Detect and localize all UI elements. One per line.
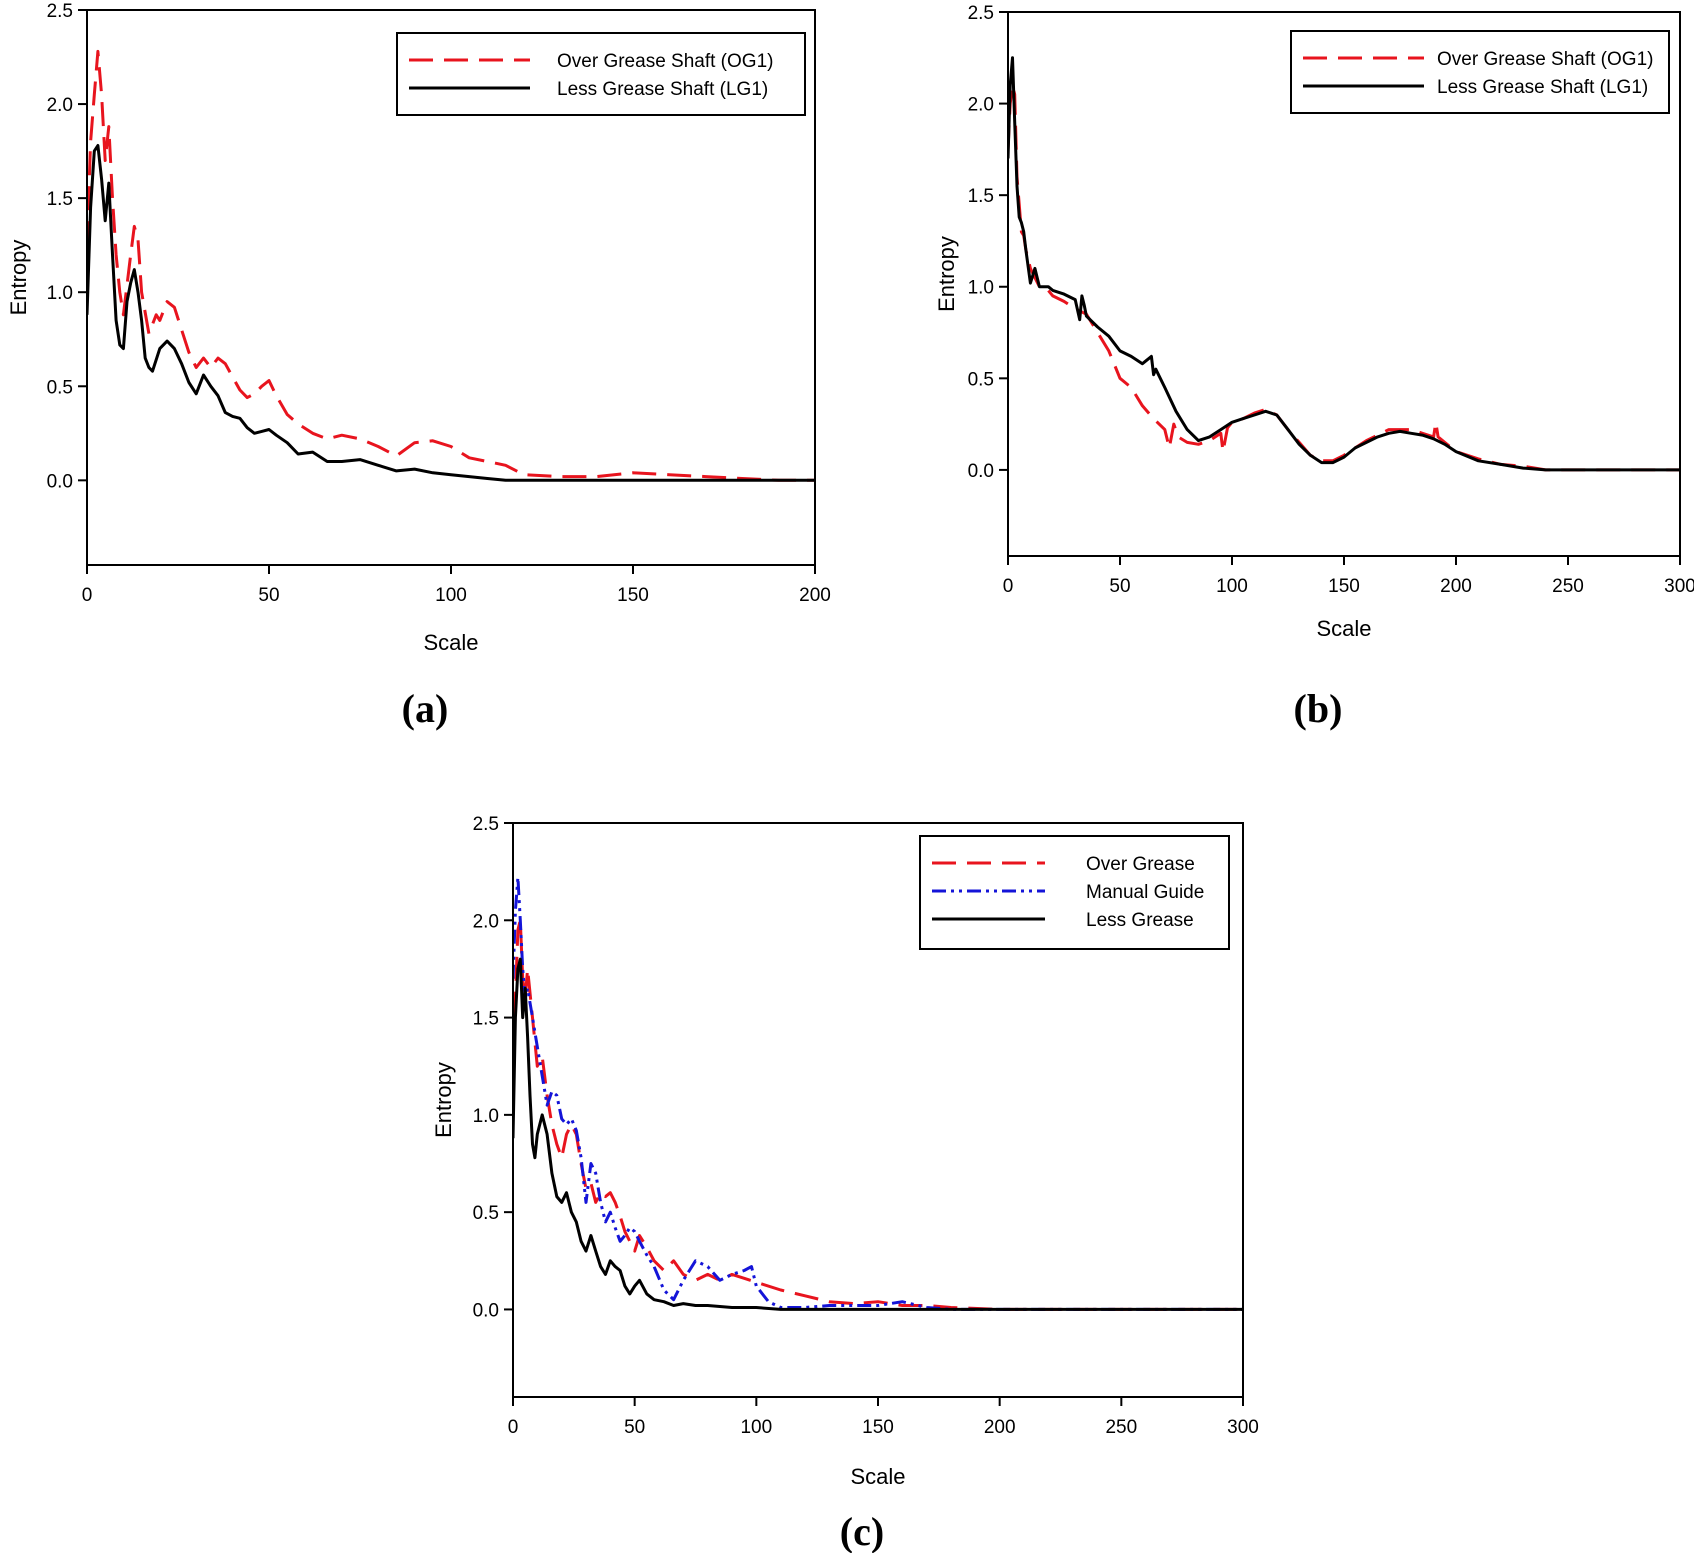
legend-label-b-0: Over Grease Shaft (OG1): [1437, 49, 1653, 70]
x-tick-label-a: 150: [617, 585, 649, 606]
panel-label-b: (b): [1294, 686, 1343, 731]
y-tick-label-a: 2.0: [47, 95, 73, 116]
y-tick-label-a: 0.5: [47, 377, 73, 398]
chart-panel-b: 0 50 100 150 200 250 300 0.0 0.5 1.0 1.5 2.0 2.5 Scal…: [934, 3, 1694, 731]
y-tick-label-c: 1.0: [473, 1106, 499, 1127]
y-tick-label-b: 2.5: [968, 3, 994, 24]
series-line-c-2: [513, 957, 1243, 1311]
x-tick-label-c: 0: [508, 1417, 519, 1438]
series-line-c-1: [513, 876, 1243, 1311]
y-tick-label-b: 0.5: [968, 369, 994, 390]
y-axis-title-a: Entropy: [6, 240, 31, 316]
legend-label-a-1: Less Grease Shaft (LG1): [557, 79, 768, 100]
panel-label-c: (c): [840, 1509, 884, 1553]
legend-label-b-1: Less Grease Shaft (LG1): [1437, 77, 1648, 98]
legend-box-a: [396, 32, 806, 116]
y-tick-label-c: 2.5: [473, 814, 499, 835]
chart-panel-a: 0 50 100 150 200 0.0 0.5 1.0 1.5 2.0 2.5 Scale Entro…: [6, 1, 831, 731]
x-tick-label-b: 50: [1109, 576, 1130, 597]
x-tick-label-a: 0: [82, 585, 93, 606]
x-tick-label-c: 300: [1227, 1417, 1259, 1438]
y-tick-label-a: 1.5: [47, 189, 73, 210]
y-tick-label-b: 1.5: [968, 186, 994, 207]
x-tick-label-b: 250: [1552, 576, 1584, 597]
y-axis-title-b: Entropy: [934, 236, 959, 312]
y-tick-label-a: 0.0: [47, 471, 73, 492]
x-tick-label-a: 200: [799, 585, 831, 606]
x-axis-title-c: Scale: [850, 1464, 905, 1489]
y-tick-label-a: 1.0: [47, 283, 73, 304]
y-tick-label-c: 1.5: [473, 1009, 499, 1030]
legend-label-c-0: Over Grease: [1086, 854, 1195, 875]
panel-label-a: (a): [402, 686, 449, 731]
x-tick-label-a: 50: [258, 585, 279, 606]
y-tick-label-c: 0.0: [473, 1300, 499, 1321]
x-tick-label-c: 250: [1105, 1417, 1137, 1438]
y-tick-label-b: 1.0: [968, 278, 994, 299]
series-line-b-1: [1008, 56, 1680, 472]
y-tick-label-a: 2.5: [47, 1, 73, 22]
x-tick-label-c: 100: [740, 1417, 772, 1438]
x-tick-label-b: 100: [1216, 576, 1248, 597]
series-line-a-0: [87, 49, 815, 482]
series-line-c-0: [513, 918, 1243, 1311]
series-line-a-1: [87, 144, 815, 482]
x-tick-label-b: 150: [1328, 576, 1360, 597]
x-axis-title-b: Scale: [1316, 616, 1371, 641]
legend-label-a-0: Over Grease Shaft (OG1): [557, 51, 773, 72]
x-axis-title-a: Scale: [423, 630, 478, 655]
x-tick-label-c: 200: [984, 1417, 1016, 1438]
y-tick-label-c: 0.5: [473, 1203, 499, 1224]
x-tick-label-b: 0: [1003, 576, 1014, 597]
x-tick-label-b: 300: [1664, 576, 1694, 597]
legend-label-c-2: Less Grease: [1086, 910, 1194, 931]
x-tick-label-b: 200: [1440, 576, 1472, 597]
y-tick-label-c: 2.0: [473, 911, 499, 932]
legend-c: Over Grease Manual Guide Less Grease: [919, 835, 1230, 950]
chart-panel-c: 0 50 100 150 200 250 300 0.0 0.5 1.0 1.5 2.0 2.5 Scal…: [431, 814, 1259, 1553]
y-axis-title-c: Entropy: [431, 1062, 456, 1138]
legend-b: Over Grease Shaft (OG1) Less Grease Shaft…: [1290, 30, 1670, 114]
legend-label-c-1: Manual Guide: [1086, 882, 1204, 903]
legend-box-b: [1290, 30, 1670, 114]
legend-a: Over Grease Shaft (OG1) Less Grease Shaft…: [396, 32, 806, 116]
x-tick-label-a: 100: [435, 585, 467, 606]
y-tick-label-b: 0.0: [968, 461, 994, 482]
y-tick-label-b: 2.0: [968, 95, 994, 116]
series-line-b-0: [1008, 83, 1680, 472]
x-tick-label-c: 150: [862, 1417, 894, 1438]
x-tick-label-c: 50: [624, 1417, 645, 1438]
